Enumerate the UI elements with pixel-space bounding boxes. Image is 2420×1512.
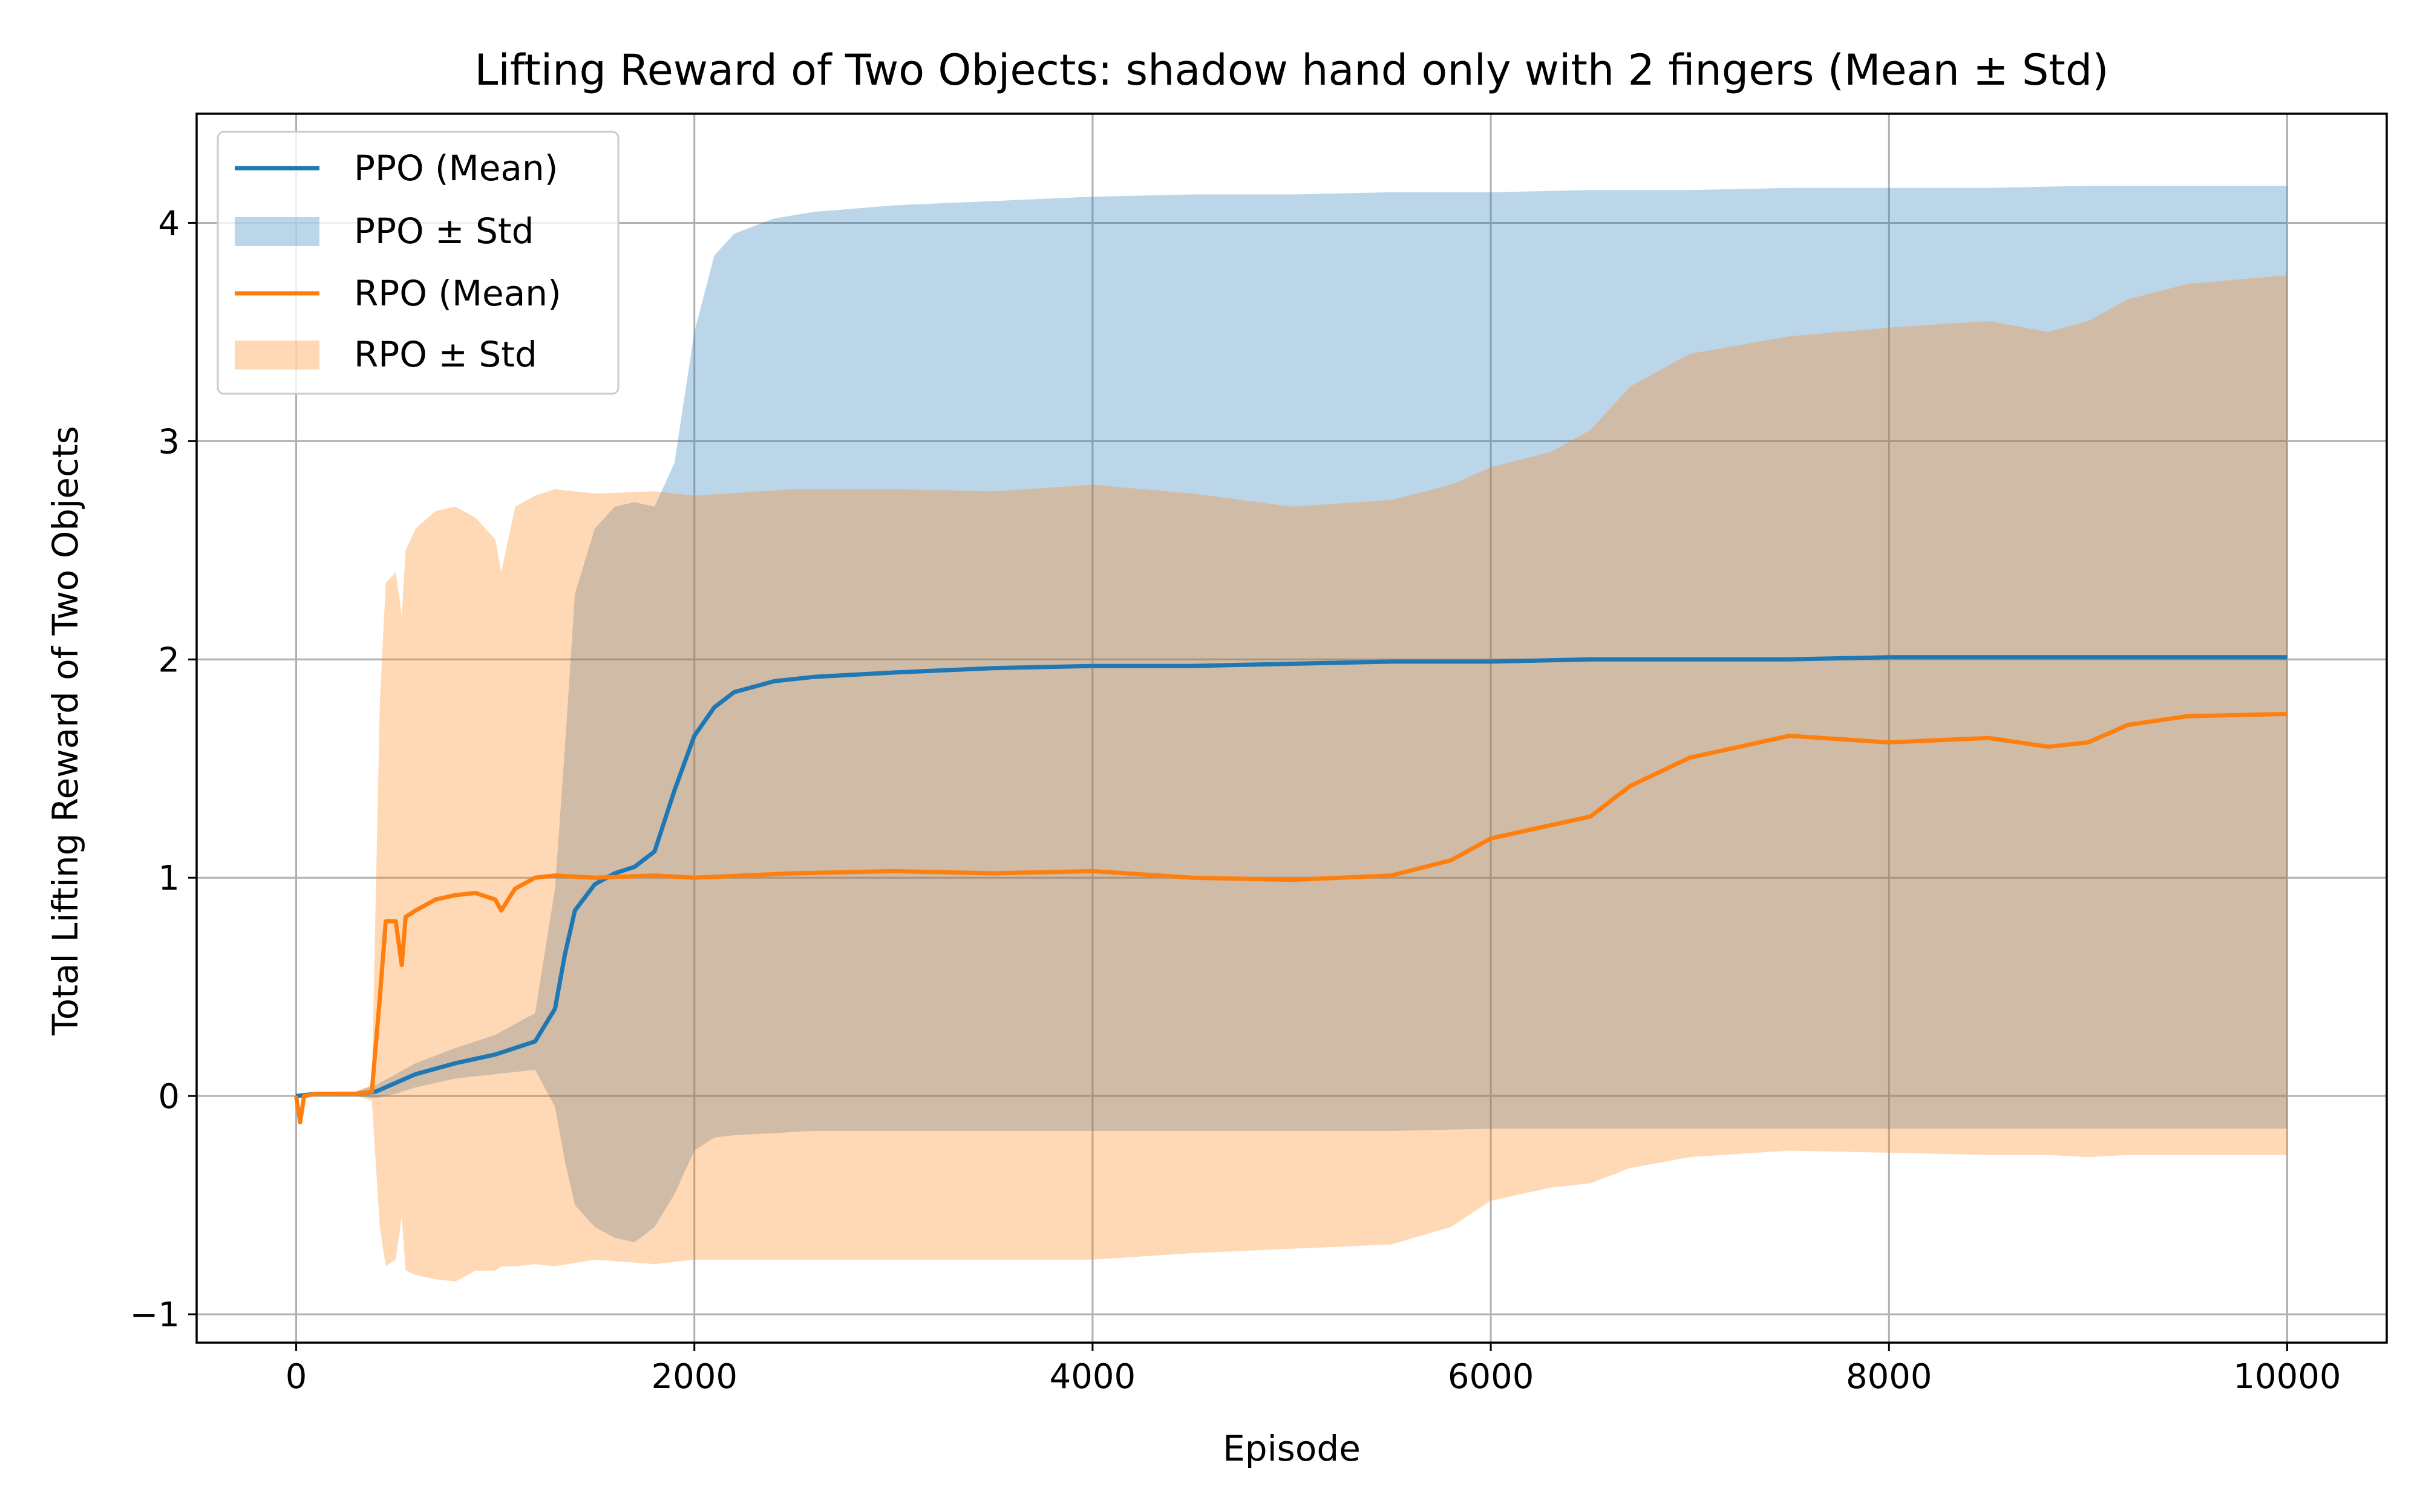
x-tick-label: 6000 — [1448, 1357, 1534, 1396]
y-tick-label: 4 — [158, 204, 180, 243]
legend-ppo-std-swatch — [235, 217, 319, 246]
x-tick-label: 8000 — [1846, 1357, 1932, 1396]
x-tick-label: 2000 — [651, 1357, 737, 1396]
series-lines — [294, 655, 2288, 1124]
ppo-std-band — [296, 186, 2288, 1243]
x-tick-label: 4000 — [1050, 1357, 1136, 1396]
y-tick-label: 2 — [158, 640, 180, 680]
y-axis-label: Total Lifting Reward of Two Objects — [45, 426, 86, 1036]
legend-ppo-mean-label: PPO (Mean) — [354, 148, 558, 189]
legend-rpo-std-swatch — [235, 341, 319, 370]
series-fills — [296, 186, 2288, 1282]
y-axis: −1 0 1 2 3 4 — [129, 204, 197, 1335]
legend-rpo-std-label: RPO ± Std — [354, 334, 537, 375]
rpo-mean-line — [294, 712, 2288, 1124]
plot-frame — [195, 112, 2388, 1344]
legend-rpo-mean-label: RPO (Mean) — [354, 273, 561, 314]
chart-title: Lifting Reward of Two Objects: shadow ha… — [474, 45, 2108, 95]
y-tick-label: 3 — [158, 422, 180, 461]
rpo-std-band — [296, 275, 2288, 1282]
x-axis: 0 2000 4000 6000 8000 10000 — [286, 1343, 2341, 1396]
legend-box — [217, 131, 620, 395]
y-tick-label: −1 — [129, 1295, 180, 1335]
legend: PPO (Mean) PPO ± Std RPO (Mean) RPO ± St… — [217, 131, 620, 395]
y-tick-label: 1 — [158, 859, 180, 898]
x-axis-label: Episode — [1223, 1428, 1361, 1469]
ppo-mean-line — [296, 655, 2288, 1098]
y-tick-label: 0 — [158, 1077, 180, 1116]
x-tick-label: 0 — [286, 1357, 307, 1396]
x-tick-label: 10000 — [2233, 1357, 2341, 1396]
legend-ppo-std-label: PPO ± Std — [354, 210, 534, 252]
